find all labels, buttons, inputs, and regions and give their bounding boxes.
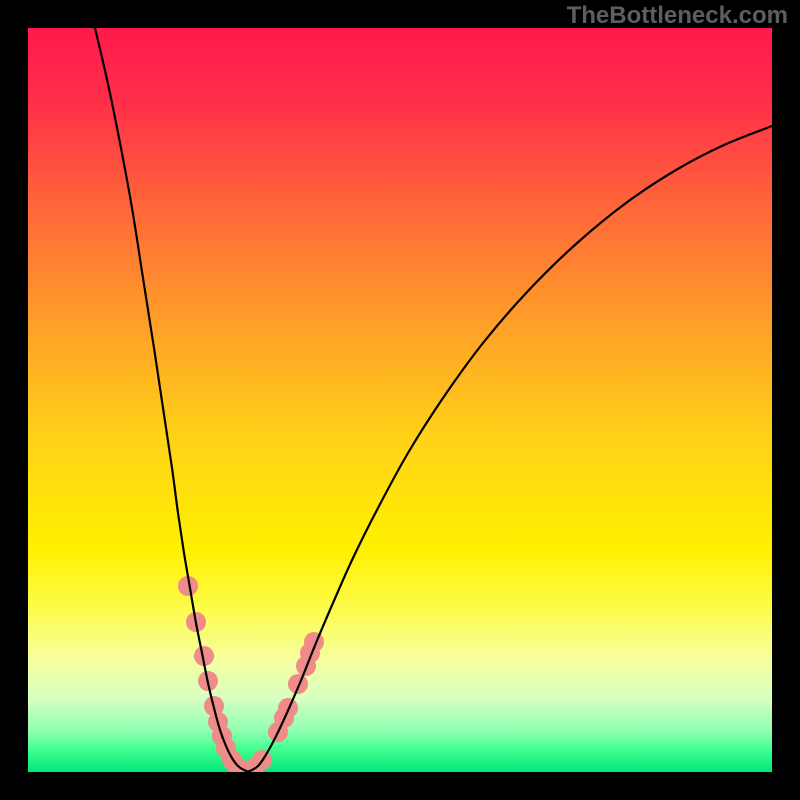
chart-svg	[28, 28, 772, 772]
markers-group	[178, 576, 324, 772]
chart-frame: TheBottleneck.com	[0, 0, 800, 800]
data-marker	[288, 674, 308, 694]
plot-area	[28, 28, 772, 772]
watermark-text: TheBottleneck.com	[567, 2, 788, 30]
